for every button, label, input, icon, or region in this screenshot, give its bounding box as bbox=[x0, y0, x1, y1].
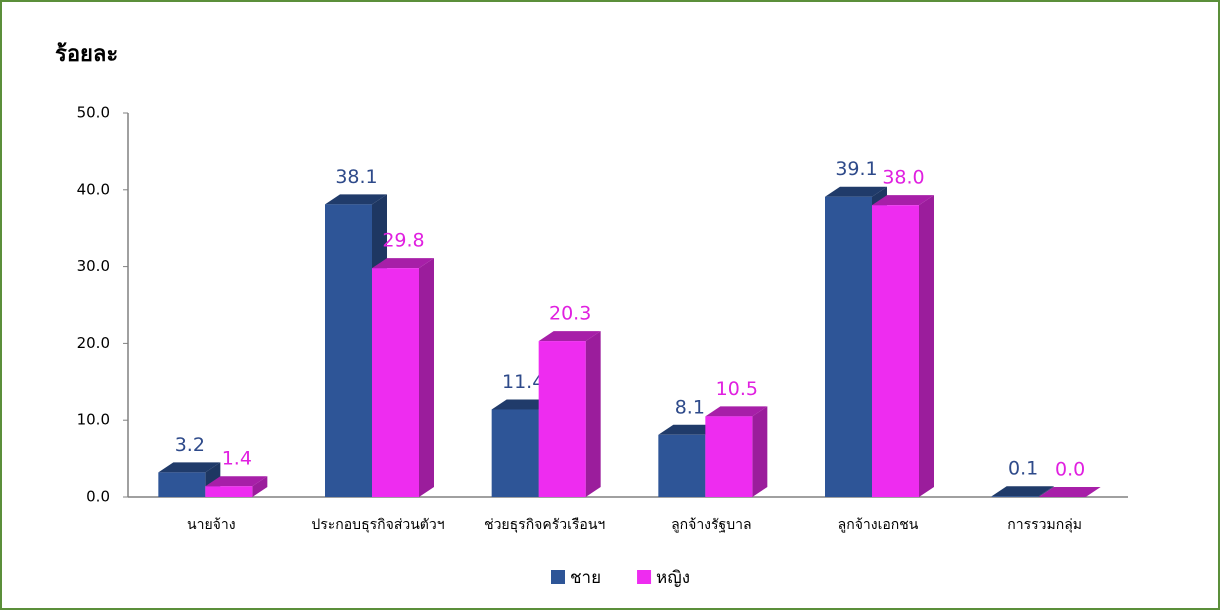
bar-top bbox=[705, 406, 768, 417]
bar-top bbox=[872, 195, 934, 206]
bar-front bbox=[658, 434, 706, 497]
legend-label: ชาย bbox=[570, 568, 601, 588]
value-label: 3.2 bbox=[175, 434, 205, 456]
value-label: 10.5 bbox=[716, 378, 758, 400]
bar-top bbox=[158, 462, 221, 473]
y-tick-label: 20.0 bbox=[77, 334, 110, 352]
legend-swatch bbox=[637, 570, 652, 584]
legend-swatch bbox=[551, 570, 565, 584]
bar-side bbox=[1038, 486, 1054, 497]
bar bbox=[1038, 487, 1101, 497]
bar-front bbox=[158, 472, 206, 497]
x-tick-label: นายจ้าง bbox=[187, 517, 236, 533]
y-tick-label: 10.0 bbox=[77, 411, 110, 429]
value-label: 38.0 bbox=[882, 167, 924, 189]
value-label: 1.4 bbox=[222, 448, 252, 470]
y-tick-label: 50.0 bbox=[77, 104, 110, 122]
bar bbox=[205, 476, 268, 497]
value-label: 0.0 bbox=[1055, 459, 1085, 481]
bar-front bbox=[538, 341, 586, 497]
y-tick-label: 0.0 bbox=[86, 488, 110, 506]
value-label: 38.1 bbox=[335, 166, 377, 188]
y-tick-label: 30.0 bbox=[77, 257, 110, 275]
value-label: 11.4 bbox=[502, 371, 544, 393]
value-label: 29.8 bbox=[382, 230, 424, 252]
x-tick-label: ลูกจ้างรัฐบาล bbox=[671, 517, 752, 533]
bar-side bbox=[585, 331, 601, 497]
value-label: 0.1 bbox=[1008, 458, 1038, 480]
bar bbox=[705, 406, 768, 497]
bar-side bbox=[919, 195, 934, 497]
bar bbox=[872, 195, 934, 497]
legend-label: หญิง bbox=[656, 568, 690, 588]
bar bbox=[991, 486, 1054, 497]
bar-top bbox=[1038, 487, 1101, 497]
bar-front bbox=[825, 196, 872, 497]
x-tick-label: ประกอบธุรกิจส่วนตัวฯ bbox=[311, 517, 444, 533]
y-tick-label: 40.0 bbox=[77, 180, 110, 198]
bar-top bbox=[658, 424, 721, 435]
x-tick-label: ช่วยธุรกิจครัวเรือนฯ bbox=[484, 517, 605, 533]
value-label: 8.1 bbox=[675, 396, 705, 418]
value-label: 20.3 bbox=[549, 303, 591, 325]
bar-top bbox=[325, 194, 387, 205]
bar-front bbox=[325, 204, 372, 497]
value-label: 39.1 bbox=[835, 158, 877, 180]
bar-top bbox=[825, 186, 887, 197]
bar-side bbox=[419, 258, 434, 497]
bar-top bbox=[205, 476, 268, 487]
x-tick-label: ลูกจ้างเอกชน bbox=[838, 517, 919, 533]
bar-front bbox=[705, 416, 753, 497]
bar-side bbox=[252, 476, 268, 497]
x-tick-label: การรวมกลุ่ม bbox=[1007, 517, 1082, 533]
bar-front bbox=[205, 486, 253, 497]
bar-top bbox=[491, 399, 554, 410]
bar-top bbox=[538, 331, 601, 342]
bar bbox=[372, 258, 434, 497]
bar-front bbox=[372, 268, 419, 497]
bar-front bbox=[991, 496, 1039, 497]
chart-title: ร้อยละ bbox=[55, 42, 118, 67]
bar-front bbox=[491, 409, 539, 497]
bar-side bbox=[752, 406, 768, 497]
bar bbox=[538, 331, 601, 497]
bar-top bbox=[372, 258, 434, 269]
bar-front bbox=[872, 205, 919, 497]
bar-top bbox=[991, 486, 1054, 497]
